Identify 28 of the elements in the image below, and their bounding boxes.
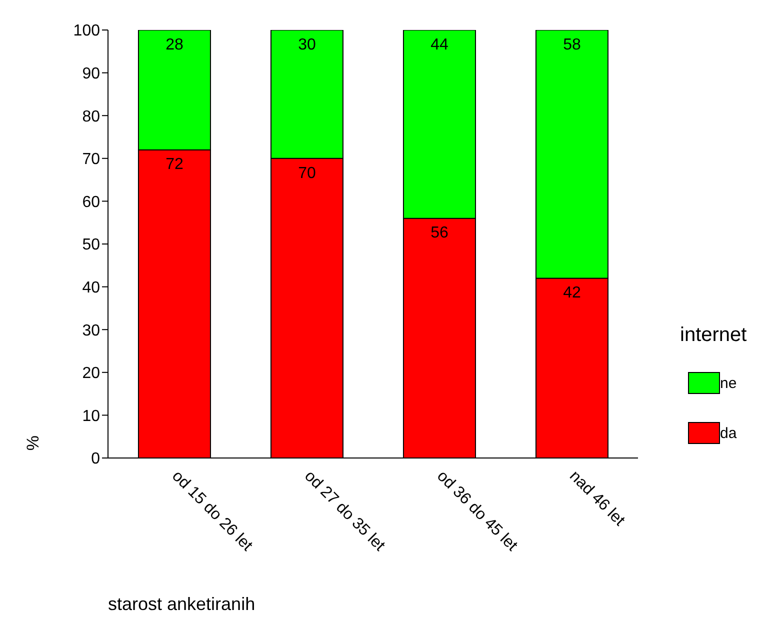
- data-label: 30: [298, 36, 316, 54]
- data-label: 56: [430, 224, 448, 242]
- y-axis-title: %: [24, 435, 44, 451]
- legend-label: ne: [720, 374, 737, 392]
- y-tick-label: 90: [82, 65, 100, 82]
- data-label: 72: [166, 156, 184, 174]
- y-tick-label: 80: [82, 108, 100, 126]
- y-tick-label: 10: [82, 408, 100, 425]
- y-tick-label: 0: [91, 450, 100, 468]
- x-tick-label: od 27 do 35 let: [301, 468, 388, 555]
- y-tick-label: 30: [82, 322, 100, 340]
- y-tick-label: 40: [82, 279, 100, 296]
- data-label: 28: [166, 36, 184, 54]
- y-tick-label: 50: [82, 236, 100, 254]
- data-label: 58: [563, 36, 581, 54]
- x-tick-label: nad 46 let: [566, 468, 628, 530]
- data-label: 44: [430, 36, 448, 54]
- x-axis-title: starost anketiranih: [108, 594, 256, 615]
- y-tick-label: 100: [73, 22, 100, 40]
- data-label: 42: [563, 284, 581, 302]
- y-tick-label: 20: [82, 365, 100, 382]
- y-tick-label: 60: [82, 194, 100, 211]
- legend-title: internet: [680, 324, 747, 347]
- data-label: 70: [298, 164, 316, 182]
- y-tick-label: 70: [82, 151, 100, 168]
- x-tick-label: od 15 do 26 let: [168, 468, 256, 555]
- legend-label: da: [720, 424, 737, 442]
- x-tick-label: od 36 do 45 let: [434, 468, 521, 555]
